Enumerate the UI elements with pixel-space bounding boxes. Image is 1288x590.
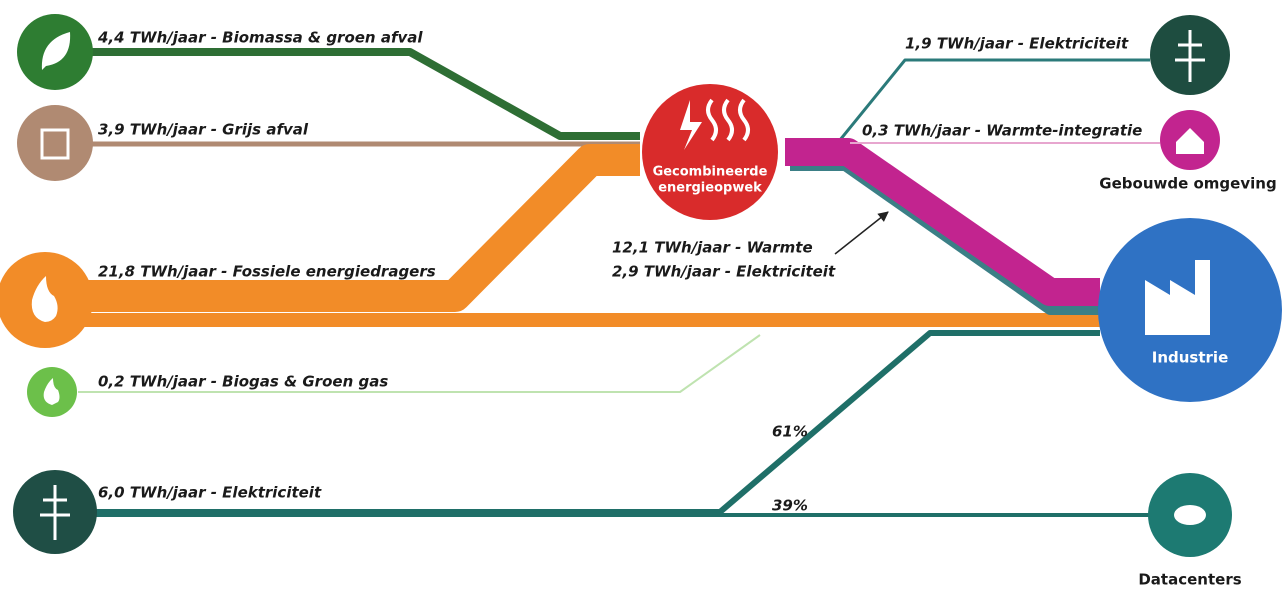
flow-warmte xyxy=(785,138,1100,306)
flow-label: 2,9 TWh/jaar - Elektriciteit xyxy=(612,263,836,281)
split-label: 61% xyxy=(772,423,808,441)
flow-label: 1,9 TWh/jaar - Elektriciteit xyxy=(905,35,1129,53)
flow-label: 0,2 TWh/jaar - Biogas & Groen gas xyxy=(98,373,388,391)
flow-biomassa xyxy=(90,48,640,140)
sink-label: Industrie xyxy=(1152,349,1229,367)
flow-elektriciteit-industrie xyxy=(95,330,1100,515)
arrow xyxy=(834,211,889,255)
icon-pylon xyxy=(1175,30,1205,82)
split-label: 39% xyxy=(772,497,808,515)
flow-label: 12,1 TWh/jaar - Warmte xyxy=(612,239,813,257)
icon-leaf xyxy=(41,32,71,70)
node-grijs-afval xyxy=(17,105,93,181)
icon-flame-small xyxy=(43,378,60,405)
flow-label: 6,0 TWh/jaar - Elektriciteit xyxy=(98,484,322,502)
flow-biogas xyxy=(78,334,761,393)
flows xyxy=(78,48,1160,517)
icon-house xyxy=(1176,128,1204,154)
icon-cloud xyxy=(1174,505,1206,525)
icon-pylon xyxy=(40,485,70,540)
flow-label: 4,4 TWh/jaar - Biomassa & groen afval xyxy=(97,29,423,47)
icon-factory xyxy=(1145,260,1210,335)
icon-heat xyxy=(706,98,750,142)
icon-bolt xyxy=(680,100,702,150)
flow-label: 0,3 TWh/jaar - Warmte-integratie xyxy=(862,122,1142,140)
center-label: energieopwek xyxy=(658,181,762,196)
icon-flame xyxy=(31,276,58,322)
icon-bin xyxy=(40,128,70,160)
sink-label: Datacenters xyxy=(1138,571,1241,589)
flow-label: 21,8 TWh/jaar - Fossiele energiedragers xyxy=(98,263,436,281)
flow-label: 3,9 TWh/jaar - Grijs afval xyxy=(98,121,309,139)
flow-fossiel-center xyxy=(80,144,640,312)
center-label: Gecombineerde xyxy=(653,165,768,180)
sink-label: Gebouwde omgeving xyxy=(1099,175,1276,193)
